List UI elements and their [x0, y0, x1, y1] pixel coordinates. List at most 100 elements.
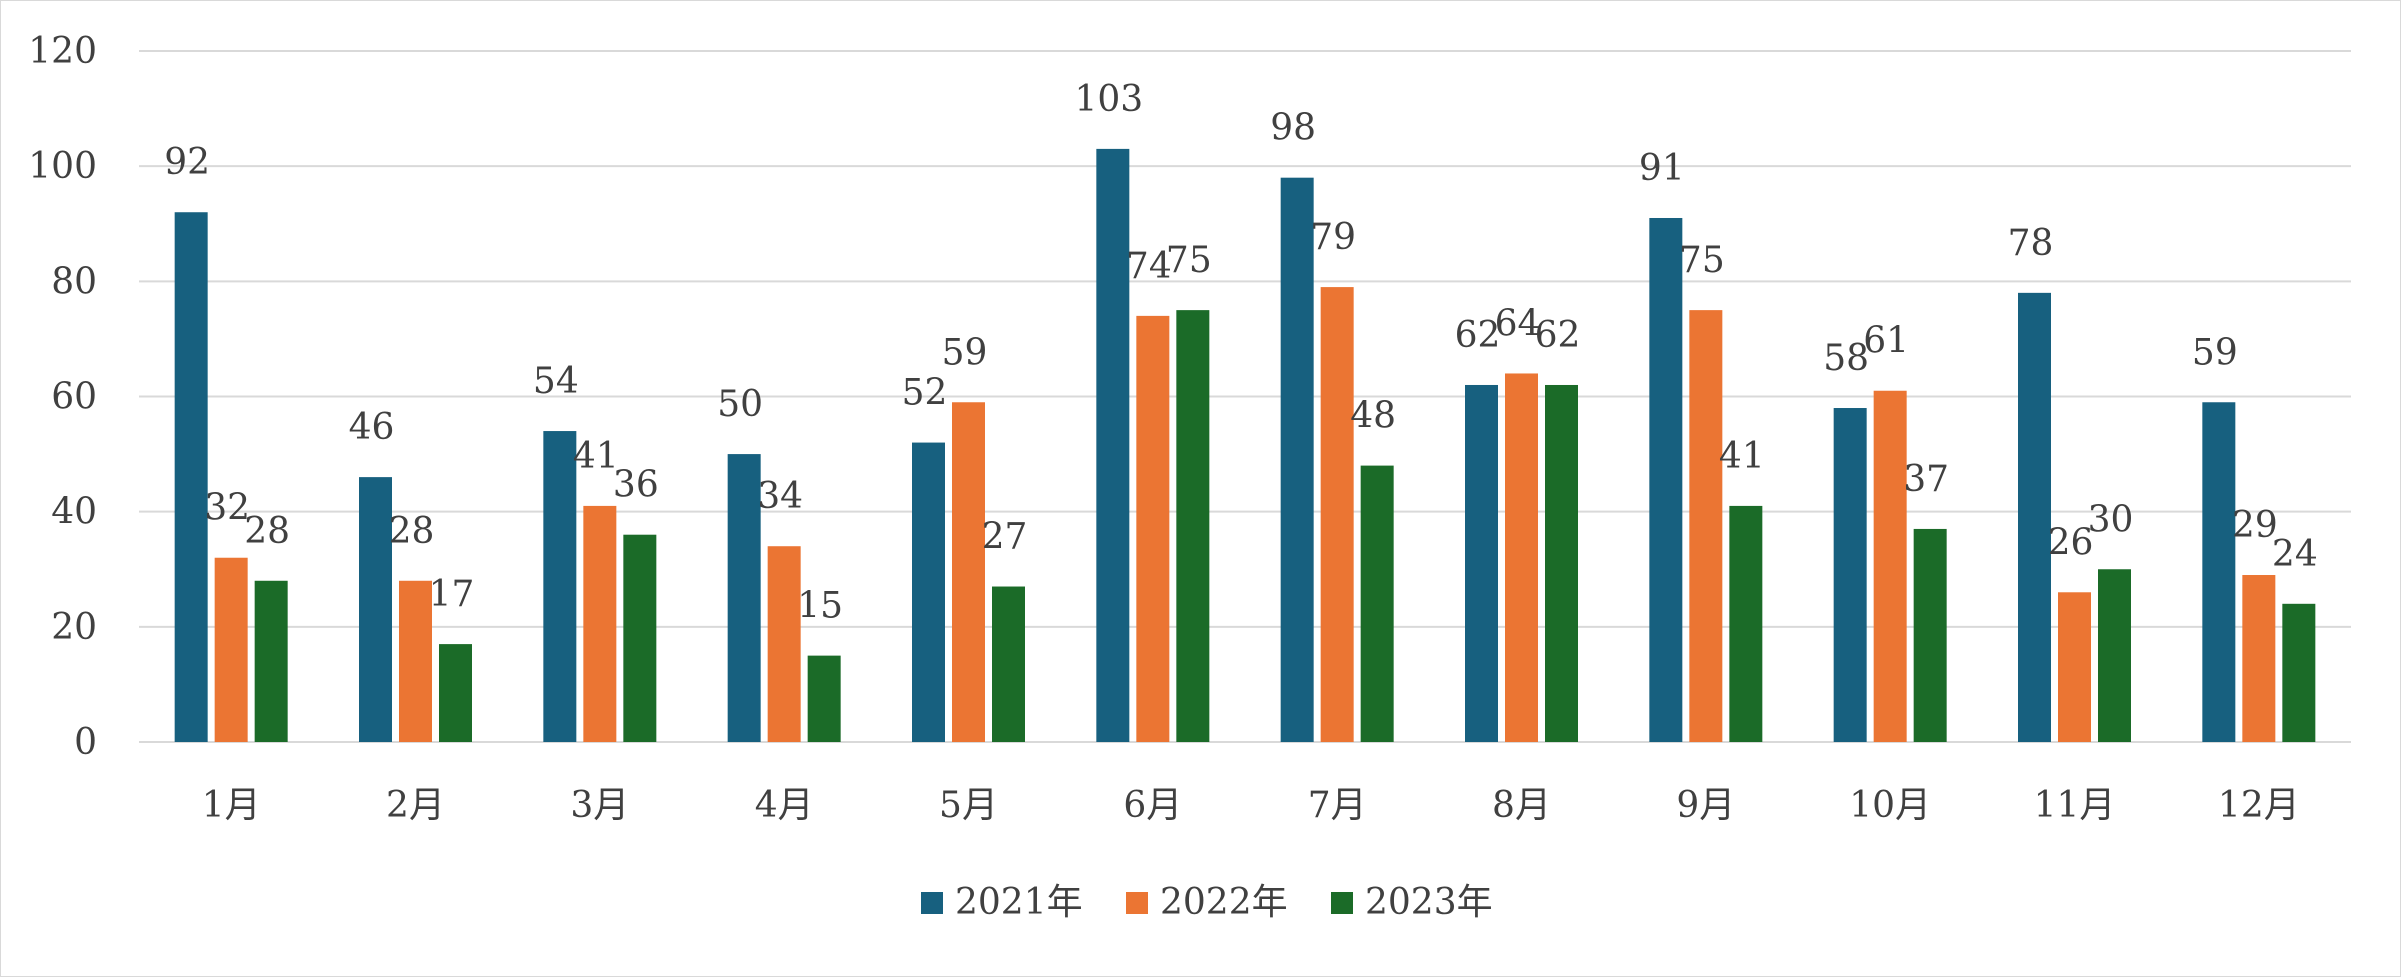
data-label: 78: [2008, 223, 2054, 264]
bar-2021年-10月: [1833, 408, 1867, 742]
y-tick-label: 60: [51, 377, 97, 418]
x-category-label: 4月: [755, 785, 814, 826]
y-axis-tick-labels: 0 20 40 60 80 100 120: [28, 31, 97, 763]
data-label: 62: [1535, 315, 1581, 356]
data-label: 41: [573, 436, 619, 477]
x-axis-category-labels: 1月 2月 3月 4月 5月 6月 7月 8月 9月 10月 11月 12月: [202, 785, 2300, 826]
data-label: 36: [613, 465, 659, 506]
data-label: 46: [349, 407, 395, 448]
bar-2023年-3月: [623, 534, 657, 742]
data-label: 41: [1719, 436, 1765, 477]
data-label: 52: [902, 373, 948, 414]
bar-2022年-2月: [399, 580, 432, 742]
y-tick-label: 120: [28, 31, 97, 72]
y-tick-label: 80: [51, 261, 97, 302]
bar-2023年-1月: [254, 580, 288, 742]
bar-2021年-9月: [1649, 217, 1683, 742]
x-category-label: 9月: [1676, 785, 1735, 826]
bar-2021年-2月: [359, 477, 392, 742]
bar-2023年-10月: [1913, 528, 1947, 742]
data-label: 24: [2272, 534, 2318, 575]
bar-2023年-9月: [1729, 505, 1763, 742]
bar-2022年-6月: [1136, 315, 1170, 742]
bars: [174, 148, 2316, 742]
bar-2023年-6月: [1176, 310, 1210, 742]
bar-2022年-10月: [1873, 390, 1907, 742]
data-label: 54: [533, 361, 579, 402]
bar-2023年-11月: [2098, 569, 2131, 742]
x-category-label: 10月: [1849, 785, 1931, 826]
bar-2021年-1月: [174, 212, 208, 742]
x-category-label: 7月: [1308, 785, 1367, 826]
legend-swatch-2023年: [1331, 892, 1353, 914]
data-label: 64: [1495, 303, 1541, 344]
x-category-label: 2月: [386, 785, 445, 826]
data-labels: 9232284628175441365034155259271037475987…: [164, 79, 2317, 627]
y-tick-label: 0: [74, 722, 97, 763]
data-label: 59: [942, 332, 988, 373]
data-label: 75: [1679, 240, 1725, 281]
gridlines: [139, 50, 2351, 743]
x-category-label: 11月: [2034, 785, 2116, 826]
bar-2022年-9月: [1689, 310, 1723, 742]
data-label: 62: [1455, 315, 1501, 356]
data-label: 103: [1074, 79, 1143, 120]
bar-2022年-5月: [952, 402, 985, 742]
x-category-label: 8月: [1492, 785, 1551, 826]
legend-label: 2022年: [1160, 882, 1288, 923]
data-label: 15: [797, 586, 843, 627]
data-label: 37: [1903, 459, 1949, 500]
data-label: 91: [1639, 148, 1685, 189]
x-category-label: 6月: [1123, 785, 1182, 826]
bar-2021年-3月: [543, 431, 577, 742]
data-label: 28: [244, 511, 290, 552]
bar-2022年-1月: [214, 557, 248, 742]
data-label: 26: [2048, 522, 2094, 563]
y-tick-label: 100: [28, 146, 97, 187]
data-label: 79: [1310, 217, 1356, 258]
data-label: 74: [1126, 246, 1172, 287]
legend-label: 2021年: [955, 882, 1083, 923]
bar-2022年-8月: [1505, 373, 1538, 742]
bar-2023年-2月: [439, 644, 472, 742]
bar-2022年-3月: [583, 505, 617, 742]
legend-label: 2023年: [1365, 882, 1493, 923]
data-label: 27: [982, 517, 1028, 558]
bar-2023年-8月: [1545, 384, 1578, 742]
data-label: 30: [2088, 499, 2134, 540]
data-label: 98: [1270, 108, 1316, 149]
x-category-label: 1月: [202, 785, 261, 826]
data-label: 61: [1863, 321, 1909, 362]
y-tick-label: 40: [51, 492, 97, 533]
x-category-label: 5月: [939, 785, 998, 826]
bar-2021年-12月: [2202, 402, 2236, 742]
bar-2021年-6月: [1096, 148, 1130, 742]
data-label: 50: [717, 384, 763, 425]
y-tick-label: 20: [51, 607, 97, 648]
legend-swatch-2022年: [1126, 892, 1148, 914]
bar-2023年-7月: [1360, 465, 1394, 742]
bar-2022年-11月: [2058, 592, 2091, 742]
bar-2023年-4月: [807, 655, 841, 742]
legend: 2021年 2022年 2023年: [921, 882, 1493, 923]
bar-2022年-7月: [1320, 287, 1354, 742]
x-category-label: 3月: [570, 785, 629, 826]
bar-2022年-12月: [2242, 575, 2276, 742]
bar-2021年-8月: [1465, 384, 1498, 742]
data-label: 17: [429, 574, 475, 615]
data-label: 28: [389, 511, 435, 552]
bar-2021年-4月: [727, 454, 761, 742]
data-label: 58: [1823, 338, 1869, 379]
bar-2023年-12月: [2282, 603, 2316, 742]
data-label: 34: [757, 476, 803, 517]
bar-2021年-7月: [1280, 177, 1314, 742]
x-category-label: 12月: [2218, 785, 2300, 826]
bar-2022年-4月: [767, 546, 801, 742]
data-label: 48: [1350, 396, 1396, 437]
bar-2023年-5月: [992, 586, 1025, 742]
bar-2021年-11月: [2018, 292, 2051, 742]
bar-2021年-5月: [912, 442, 945, 742]
data-label: 29: [2232, 505, 2278, 546]
